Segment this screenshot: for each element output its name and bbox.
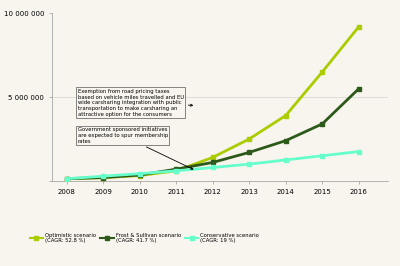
- Y-axis label: Members: Members: [0, 80, 1, 115]
- Text: Exemption from road pricing taxes
based on vehicle miles travelled and EU
wide c: Exemption from road pricing taxes based …: [78, 89, 192, 117]
- Legend: Optimistic scenario
(CAGR: 52.8 %), Frost & Sullivan scenario
(CAGR: 41.7 %), Co: Optimistic scenario (CAGR: 52.8 %), Fros…: [28, 230, 261, 246]
- Text: Government sponsored initiatives
are expected to spur membership
rates: Government sponsored initiatives are exp…: [78, 127, 193, 169]
